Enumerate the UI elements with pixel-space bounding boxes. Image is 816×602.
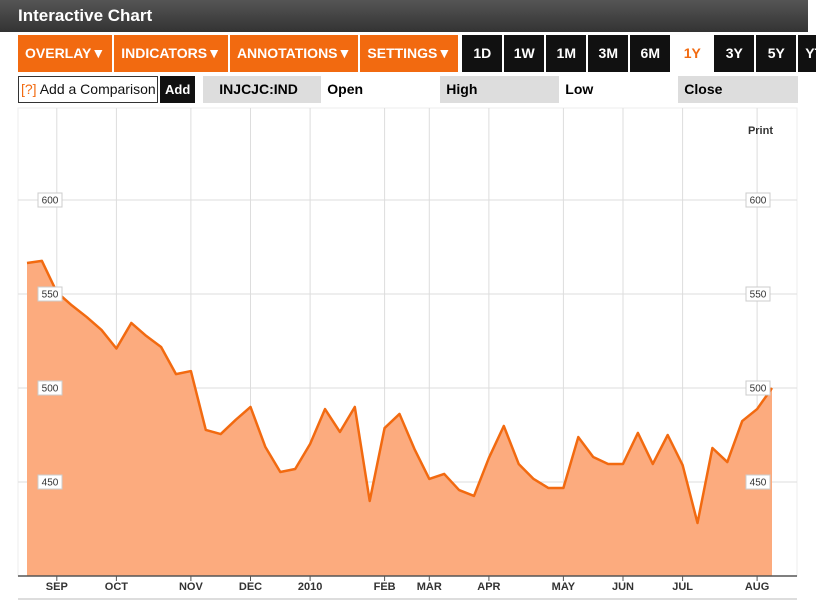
line [26,259,774,525]
field: High [440,76,560,103]
symbol: INJCJC:IND [203,76,322,103]
y-tick-label: 450 [750,478,767,489]
range-button[interactable]: 3Y [714,35,755,72]
range-button[interactable]: 1M [546,35,587,72]
y-tick-label: 600 [42,196,59,207]
y-tick-label: 500 [750,384,767,395]
field: Low [565,81,594,97]
y-tick-box [37,286,63,302]
y-tick-label: 450 [42,478,59,489]
window-title: Interactive Chart [0,0,808,32]
menu-arrow: ▼ [337,45,352,61]
placeholder: Add a Comparison [39,81,156,97]
menu-label: INDICATORS [121,45,208,61]
y-tick-label: 600 [750,196,767,207]
y-tick-box [37,192,63,208]
menu-button[interactable]: INDICATORS▼ [114,35,228,72]
x-tick-label: 2010 [298,581,322,593]
print-link[interactable]: Print [748,125,773,137]
range-button[interactable]: 1Y [672,35,713,72]
toolbar: OVERLAY▼ INDICATORS▼ ANNOTATIONS▼ SETTINGS▼… [18,35,816,72]
menu-label: OVERLAY [25,45,92,61]
comparison-row: [?] Add a Comparison Add INJCJC:IND Open… [18,76,799,103]
comparison-input[interactable]: [?] Add a Comparison [18,76,158,103]
y-tick-box [37,474,63,490]
x-tick-label: DEC [239,581,262,593]
help[interactable]: [?] [21,81,37,97]
menu-label: ANNOTATIONS [236,45,338,61]
y-tick-label: 500 [42,384,59,395]
x-tick-label: JUL [672,581,693,593]
x-tick-label: FEB [374,581,396,593]
y-tick-label: 550 [750,290,767,301]
add-button[interactable]: Add [160,76,196,103]
range-button[interactable]: 1D [462,35,503,72]
y-tick-box [745,380,771,396]
range-button[interactable]: 6M [630,35,671,72]
y-tick-box [37,380,63,396]
y-tick-box [745,286,771,302]
menu-arrow: ▼ [91,45,106,61]
range-button[interactable]: 1W [504,35,545,72]
x-tick-label: NOV [179,581,204,593]
menu-button[interactable]: ANNOTATIONS▼ [229,35,359,72]
range-button[interactable]: YTD [798,35,816,72]
x-tick-label: MAR [417,581,442,593]
y-tick-label: 550 [42,290,59,301]
x-tick-label: APR [477,581,500,593]
menu-button[interactable]: OVERLAY▼ [18,35,113,72]
x-tick-label: MAY [552,581,576,593]
x-tick-label: JUN [612,581,634,593]
menu-label: SETTINGS [367,45,438,61]
y-tick-box [745,474,771,490]
x-tick-label: OCT [105,581,129,593]
field: Close [678,76,799,103]
menu-arrow: ▼ [207,45,221,61]
menu-arrow: ▼ [437,45,452,61]
area [27,260,772,576]
x-tick-label: SEP [46,581,68,593]
field: Open [327,81,364,97]
menu-button[interactable]: SETTINGS▼ [360,35,459,72]
y-tick-box [745,192,771,208]
x-tick-label: AUG [745,581,769,593]
range-button[interactable]: 5Y [756,35,797,72]
range-button[interactable]: 3M [588,35,629,72]
